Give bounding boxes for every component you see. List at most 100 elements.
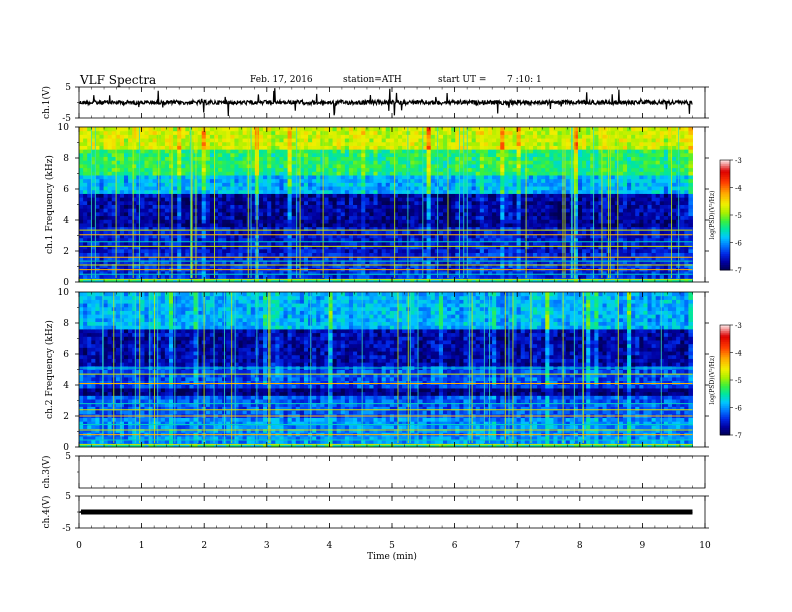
spectrogram-cell [398,256,403,261]
spectrogram-cell [504,208,509,213]
spectrogram-cell [467,171,473,176]
spectrogram-cell [287,178,293,183]
spectrogram-cell [659,248,665,253]
spectrogram-cell [582,204,587,209]
spectrogram-cell [148,274,154,279]
spectrogram-cell [140,186,145,191]
spectrogram-cell [332,259,338,265]
spectrogram-cell [635,200,640,205]
spectrogram-cell [590,219,595,224]
spectrogram-cell [226,230,231,235]
spectrogram-cell [132,278,137,283]
spectrogram-cell [271,160,276,165]
spectrogram-cell [618,219,624,224]
spectrogram-cell [467,274,473,279]
spectrogram-cell [512,245,518,250]
spectrogram-cell [565,193,571,198]
spectrogram-cell [258,186,264,191]
spectrogram-cell [373,270,379,276]
spectrogram-cell [132,211,137,217]
spectrogram-cell [132,219,137,224]
spectrogram-cell [140,263,145,268]
spectrogram-cell [582,208,587,213]
spectrogram-cell [201,241,207,246]
spectrogram-cell [500,248,505,253]
spectrogram-cell [557,160,563,165]
spectrogram-cell [103,174,109,180]
spectrogram-cell [532,160,538,165]
spectrogram-cell [250,219,256,224]
spectrogram-cell [672,182,677,187]
spectrogram-cell [479,211,485,217]
spectrogram-cell [148,186,154,191]
spectrogram-cell [610,193,616,198]
spectrogram-cell [545,171,550,176]
spectrogram-cell [181,230,186,235]
spectrogram-cell [463,193,469,198]
spectrogram-cell [128,274,133,279]
spectrogram-cell [438,171,444,176]
spectrogram-cell [565,230,571,235]
spectrogram-cell [402,237,407,242]
spectrogram-cell [610,211,616,217]
spectrogram-cell [132,160,137,165]
spectrogram-cell [496,222,501,228]
spectrogram-cell [643,234,648,239]
spectrogram-cell [479,230,485,235]
spectrogram-cell [132,222,137,228]
spectrogram-cell [209,274,215,279]
spectrogram-cell [455,237,460,242]
spectrogram-cell [582,219,587,224]
spectrogram-cell [422,237,428,242]
spectrogram-cell [128,270,133,276]
spectrogram-cell [136,197,141,202]
spectrogram-cell [234,270,239,276]
spectrogram-cell [213,200,219,205]
spectrogram-cell [398,270,403,276]
spectrogram-cell [95,156,100,161]
spectrogram-cell [87,237,92,242]
spectrogram-cell [87,252,92,257]
spectrogram-cell [128,226,133,231]
spectrogram-cell [598,204,603,209]
spectrogram-cell [377,215,383,220]
spectrogram-cell [680,237,685,242]
spectrogram-cell [271,248,276,253]
spectrogram-cell [205,245,211,250]
spectrogram-cell [549,263,554,268]
spectrogram-cell [283,219,289,224]
spectrogram-cell [140,234,145,239]
spectrogram-cell [299,208,305,213]
spectrogram-cell [246,171,252,176]
spectrogram-cell [438,222,444,228]
spectrogram-cell [667,222,673,228]
spectrogram-cell [357,186,362,191]
spectrogram-cell [328,226,334,231]
spectrogram-cell [160,182,166,187]
spectrogram-cell [148,174,154,180]
spectrogram-cell [418,193,424,198]
spectrogram-cell [111,248,117,253]
spectrogram-cell [532,248,538,253]
spectrogram-cell [324,182,329,187]
spectrogram-cell [197,259,203,265]
spectrogram-cell [688,167,693,172]
spectrogram-cell [291,259,297,265]
spectrogram-cell [222,197,227,202]
spectrogram-cell [361,226,366,231]
spectrogram-cell [271,178,276,183]
spectrogram-cell [369,163,374,169]
spectrogram-cell [565,237,571,242]
spectrogram-cell [537,259,542,265]
spectrogram-cell [590,182,595,187]
spectrogram-cell [577,211,583,217]
spectrogram-cell [152,200,158,205]
spectrogram-cell [496,263,501,268]
spectrogram-cell [295,211,301,217]
spectrogram-cell [561,208,567,213]
spectrogram-cell [234,215,239,220]
spectrogram-cell [328,259,334,265]
spectrogram-cell [279,197,284,202]
spectrogram-cell [430,163,436,169]
spectrogram-cell [688,222,693,228]
